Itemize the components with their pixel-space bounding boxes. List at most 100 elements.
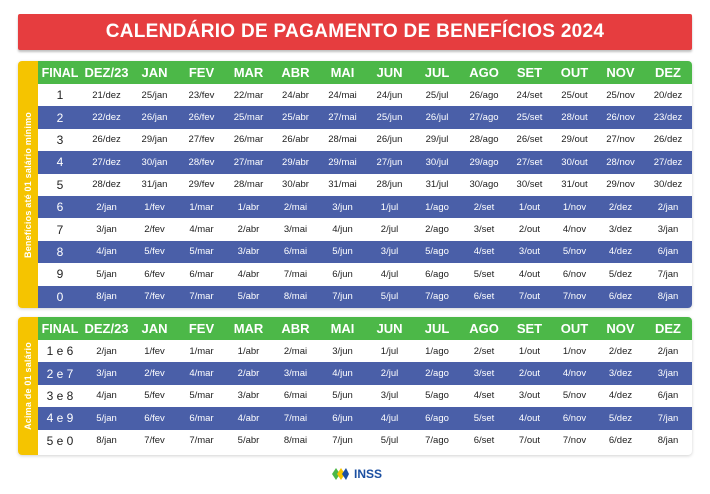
payment-date-cell: 1/nov <box>562 345 587 357</box>
payment-date-cell: 7/jun <box>319 285 366 308</box>
payment-date-cell: 2/abr <box>225 362 272 385</box>
column-header: JUL <box>413 317 461 340</box>
table-row: 1 e 6 2/jan 1/fev 1/mar 1/abr 2/mai 3/jun 1/jul… <box>38 340 692 362</box>
payment-date-cell: 2/dez <box>597 195 644 219</box>
side-label-bar: Acima de 01 salário <box>18 317 38 455</box>
payment-date-cell: 30/set <box>516 179 543 191</box>
payment-date-cell: 25/abr <box>272 106 319 129</box>
final-digit-cell: 6 <box>38 195 82 219</box>
payment-date-cell: 7/jun <box>332 435 353 447</box>
payment-date-cell: 27/ago <box>461 106 507 129</box>
final-digit-cell: 5 e 0 <box>46 433 74 448</box>
payment-date-cell: 25/set <box>507 106 552 129</box>
payment-date-cell: 23/dez <box>644 106 692 129</box>
payment-date-cell: 5/fev <box>131 240 178 264</box>
payment-date-cell: 7/ago <box>413 285 461 308</box>
payment-date-cell: 5/jan <box>96 268 117 280</box>
payment-date-cell: 29/fev <box>188 179 215 191</box>
table-row: 6 2/jan 1/fev 1/mar 1/abr 2/mai 3/jun 1/jul 1/ag… <box>38 195 692 219</box>
column-header: OUT <box>552 61 597 84</box>
payment-date-cell: 28/mar <box>233 179 264 191</box>
column-header: JAN <box>131 61 178 84</box>
final-digit-cell: 3 e 8 <box>46 388 74 403</box>
payment-date-cell: 4/jul <box>366 407 413 430</box>
payment-date-cell: 7/fev <box>131 285 178 308</box>
payment-date-cell: 6/mar <box>189 268 214 280</box>
payment-date-cell: 6/set <box>473 435 495 447</box>
payment-date-cell: 5/jan <box>82 407 131 430</box>
payment-date-cell: 4/jul <box>380 268 399 280</box>
payment-date-cell: 2/jan <box>82 195 131 219</box>
side-label-bar: Benefícios até 01 salário mínimo <box>18 61 38 308</box>
payment-date-cell: 21/dez <box>92 89 121 101</box>
column-header: FINAL <box>38 61 82 84</box>
payment-date-cell: 4/mar <box>178 362 225 385</box>
payment-date-cell: 4/jun <box>319 362 366 385</box>
payment-date-cell: 5/ago <box>425 390 449 402</box>
payment-date-cell: 5/nov <box>562 390 587 402</box>
payment-date-cell: 27/mai <box>319 106 366 129</box>
payment-date-cell: 31/mai <box>328 179 357 191</box>
payment-date-cell: 29/jul <box>425 134 449 146</box>
payment-date-cell: 23/fev <box>188 89 215 101</box>
payment-date-cell: 6/ago <box>425 268 449 280</box>
payment-date-cell: 3/set <box>461 362 507 385</box>
payment-date-cell: 3/dez <box>597 362 644 385</box>
payment-date-cell: 24/jun <box>376 89 403 101</box>
payment-date-cell: 4/dez <box>597 240 644 264</box>
payment-date-cell: 5/mar <box>178 240 225 264</box>
payment-date-cell: 4/jan <box>96 390 117 402</box>
final-digit-cell: 3 <box>56 132 64 147</box>
final-digit-cell: 1 e 6 <box>46 344 74 359</box>
payment-date-cell: 2/jan <box>657 345 679 357</box>
payment-date-cell: 1/abr <box>225 195 272 219</box>
table-row: 5 28/dez 31/jan 29/fev 28/mar 30/abr 31/mai 28/… <box>38 174 692 196</box>
payment-date-cell: 7/jan <box>644 407 692 430</box>
payment-date-cell: 6/fev <box>144 268 165 280</box>
payment-date-cell: 28/nov <box>597 151 644 174</box>
payment-date-cell: 7/out <box>507 285 552 308</box>
table-header-row: FINAL DEZ/23 JAN FEV MAR ABR MAI JUN JUL AGO SET OU… <box>38 61 692 84</box>
payment-date-cell: 29/nov <box>606 179 635 191</box>
payment-date-cell: 7/out <box>518 435 541 447</box>
payment-date-cell: 5/fev <box>144 390 165 402</box>
payment-date-cell: 27/dez <box>644 151 692 174</box>
payment-date-cell: 22/dez <box>82 106 131 129</box>
payment-date-cell: 4/jan <box>82 240 131 264</box>
payment-date-cell: 7/jan <box>657 268 679 280</box>
column-header: OUT <box>552 317 597 340</box>
payment-date-cell: 5/abr <box>237 435 260 447</box>
column-header: NOV <box>597 61 644 84</box>
payment-date-cell: 1/abr <box>237 345 260 357</box>
final-digit-cell: 8 <box>38 240 82 264</box>
payment-date-cell: 5/dez <box>597 407 644 430</box>
payment-date-cell: 6/fev <box>131 407 178 430</box>
payment-date-cell: 29/ago <box>461 151 507 174</box>
column-header: ABR <box>272 61 319 84</box>
payment-date-cell: 2/jul <box>366 362 413 385</box>
payment-date-cell: 2/fev <box>131 362 178 385</box>
column-header: AGO <box>461 317 507 340</box>
payment-date-cell: 3/dez <box>608 224 633 236</box>
column-header: ABR <box>272 317 319 340</box>
inss-logo-icon <box>332 468 349 480</box>
payment-date-cell: 4/nov <box>552 362 597 385</box>
payment-date-cell: 26/jul <box>413 106 461 129</box>
payment-date-cell: 29/out <box>561 134 588 146</box>
table-row: 3 26/dez 29/jan 27/fev 26/mar 26/abr 28/mai 26/… <box>38 129 692 151</box>
payment-date-cell: 2/mai <box>283 345 308 357</box>
payment-date-cell: 26/abr <box>282 134 309 146</box>
payment-date-cell: 3/jun <box>319 195 366 219</box>
final-digit-cell: 9 <box>56 267 64 282</box>
payment-date-cell: 6/ago <box>413 407 461 430</box>
payment-date-cell: 7/mar <box>178 285 225 308</box>
payment-date-cell: 2/dez <box>608 345 633 357</box>
payment-date-cell: 4/out <box>518 268 541 280</box>
payment-date-cell: 26/jan <box>131 106 178 129</box>
payment-date-cell: 20/dez <box>653 89 683 101</box>
payment-date-cell: 6/nov <box>552 407 597 430</box>
final-digit-cell: 2 e 7 <box>38 362 82 385</box>
payment-date-cell: 30/out <box>552 151 597 174</box>
payment-date-cell: 6/mai <box>272 240 319 264</box>
payment-date-cell: 3/jan <box>644 362 692 385</box>
